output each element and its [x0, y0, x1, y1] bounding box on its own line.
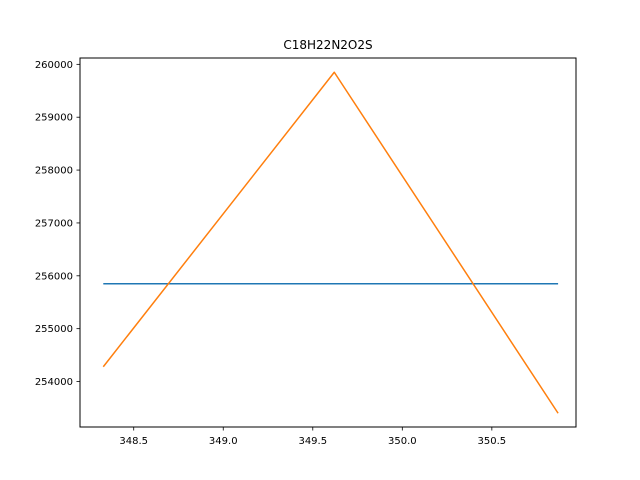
- y-tick-label: 258000: [35, 166, 73, 177]
- y-tick-label: 255000: [35, 324, 73, 335]
- y-axis: 254000 255000 256000 257000 258000 259000 2600…: [35, 60, 80, 388]
- y-tick-label: 257000: [35, 218, 73, 229]
- plot-frame: [79, 57, 577, 428]
- series-layer: [102, 71, 559, 414]
- x-tick-label: 349.5: [298, 436, 327, 447]
- series-line-2: [102, 71, 559, 414]
- x-tick-label: 348.5: [119, 436, 148, 447]
- y-tick-label: 260000: [35, 60, 73, 71]
- x-tick-label: 349.0: [209, 436, 238, 447]
- x-axis: 348.5 349.0 349.5 350.0 350.5: [119, 427, 506, 447]
- x-tick-label: 350.5: [478, 436, 507, 447]
- x-tick-label: 350.0: [388, 436, 417, 447]
- chart-title: C18H22N2O2S: [283, 38, 372, 52]
- y-tick-label: 259000: [35, 113, 73, 124]
- y-tick-label: 254000: [35, 377, 73, 388]
- y-tick-label: 256000: [35, 271, 73, 282]
